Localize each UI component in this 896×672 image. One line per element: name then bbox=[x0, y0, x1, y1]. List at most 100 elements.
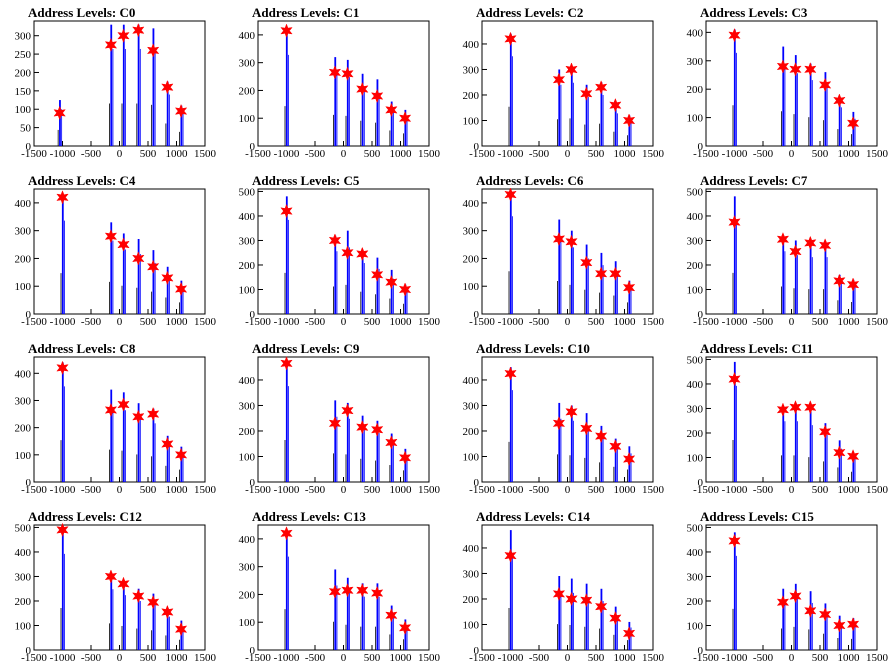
x-tick-label: 1500 bbox=[866, 652, 889, 664]
peak-bar bbox=[376, 257, 379, 314]
peak-bar bbox=[585, 84, 588, 146]
peak-bar bbox=[794, 583, 797, 650]
y-tick-label: 200 bbox=[463, 253, 480, 265]
peak-marker bbox=[174, 447, 188, 463]
histogram-plot: 0 100 200 300 400 500 -1500 -1000 -500 0 500 1000 15… bbox=[239, 186, 441, 328]
peak-marker bbox=[728, 214, 741, 230]
histogram-panel: Address Levels: C15 0 100 200 300 400 500 -1500… bbox=[672, 504, 896, 672]
peak-marker bbox=[370, 88, 384, 104]
y-tick-label: 100 bbox=[687, 284, 704, 296]
x-tick-label: -1500 bbox=[469, 484, 495, 496]
x-tick-label: -1500 bbox=[21, 148, 47, 160]
peak-marker bbox=[818, 77, 832, 93]
peak-marker bbox=[565, 62, 578, 77]
peak-marker bbox=[846, 277, 860, 292]
panel-title: Address Levels: C5 bbox=[252, 173, 360, 188]
x-tick-label: -1000 bbox=[498, 148, 524, 160]
peak-bar bbox=[110, 24, 113, 147]
histogram-plot: 0 100 200 300 400 500 -1500 -1000 -500 0 500 1000 15… bbox=[687, 354, 889, 496]
peak-bar bbox=[824, 72, 827, 146]
peak-marker bbox=[789, 588, 802, 604]
peak-marker bbox=[341, 583, 354, 598]
x-tick-label: 1000 bbox=[838, 484, 861, 496]
y-tick-label: 200 bbox=[239, 426, 256, 438]
peak-marker bbox=[356, 583, 369, 598]
peak-bar bbox=[404, 284, 407, 314]
y-tick-label: 200 bbox=[463, 426, 480, 438]
peak-marker bbox=[280, 356, 293, 371]
panel-title: Address Levels: C1 bbox=[252, 5, 360, 20]
peak-bar bbox=[180, 446, 183, 482]
peak-marker bbox=[356, 246, 369, 262]
x-tick-label: -500 bbox=[529, 148, 550, 160]
peak-bar bbox=[61, 529, 64, 650]
x-tick-label: 0 bbox=[789, 316, 795, 328]
y-tick-label: 0 bbox=[250, 141, 256, 153]
peak-marker bbox=[161, 604, 174, 620]
peak-marker bbox=[552, 586, 566, 602]
histogram-panel: Address Levels: C0 0 50 100 150 200 250 300 -150… bbox=[0, 0, 224, 168]
peak-bar bbox=[334, 235, 337, 314]
x-tick-label: -500 bbox=[305, 484, 326, 496]
peak-bar bbox=[824, 242, 827, 314]
y-tick-label: 200 bbox=[15, 253, 32, 265]
peak-bar bbox=[285, 533, 288, 650]
peak-bar bbox=[614, 438, 617, 482]
y-tick-label: 200 bbox=[687, 428, 704, 440]
peak-marker bbox=[594, 80, 608, 95]
histogram-panel: Address Levels: C5 0 100 200 300 400 500 -1500-… bbox=[224, 168, 448, 336]
peak-marker bbox=[552, 416, 566, 431]
peak-marker bbox=[789, 244, 802, 259]
x-tick-label: 1500 bbox=[418, 484, 441, 496]
peak-bar bbox=[122, 24, 125, 147]
histogram-plot: 0 100 200 300 400 -1500 -1000 -500 0 500 1000 1500 bbox=[239, 20, 441, 160]
peak-marker bbox=[594, 428, 608, 444]
x-tick-label: 1000 bbox=[838, 652, 861, 664]
histogram-panel: Address Levels: C10 0 100 200 300 400 -1500 -10… bbox=[448, 336, 672, 504]
peak-bar bbox=[166, 608, 169, 650]
peak-bar bbox=[390, 101, 393, 146]
peak-bar bbox=[404, 619, 407, 650]
y-tick-label: 100 bbox=[239, 451, 256, 463]
peak-marker bbox=[53, 105, 66, 121]
y-tick-label: 400 bbox=[15, 198, 32, 210]
x-tick-label: 1500 bbox=[194, 484, 217, 496]
y-tick-label: 300 bbox=[15, 226, 32, 238]
x-tick-label: -1500 bbox=[21, 316, 47, 328]
peak-bar bbox=[585, 413, 588, 482]
peak-marker bbox=[132, 588, 145, 604]
peak-bar bbox=[782, 235, 785, 314]
peak-bar bbox=[509, 33, 512, 147]
x-tick-label: 1500 bbox=[642, 316, 665, 328]
peak-bar bbox=[137, 239, 140, 314]
y-tick-label: 200 bbox=[463, 90, 480, 102]
y-tick-label: 300 bbox=[15, 395, 32, 407]
x-tick-label: 0 bbox=[565, 148, 571, 160]
y-tick-label: 400 bbox=[687, 211, 704, 223]
peak-bar bbox=[838, 274, 841, 314]
peak-bar bbox=[180, 105, 183, 146]
peak-bar bbox=[733, 29, 736, 146]
histogram-plot: 0 100 200 300 400 -1500 -1000 -500 0 500 1000 1500 bbox=[463, 524, 665, 664]
peak-bar bbox=[334, 400, 337, 482]
x-tick-label: 500 bbox=[588, 484, 605, 496]
x-tick-label: -1000 bbox=[722, 484, 748, 496]
y-tick-label: 0 bbox=[250, 309, 256, 321]
y-tick-label: 0 bbox=[250, 645, 256, 657]
y-tick-label: 300 bbox=[687, 235, 704, 247]
histogram-plot: 0 100 200 300 400 500 -1500 -1000 -500 0 500 1000 15… bbox=[687, 186, 889, 328]
peak-bar bbox=[334, 569, 337, 650]
peak-bar bbox=[137, 403, 140, 482]
x-tick-label: -1000 bbox=[498, 316, 524, 328]
peak-marker bbox=[504, 187, 517, 202]
peak-marker bbox=[398, 282, 412, 297]
peak-marker bbox=[356, 81, 369, 97]
histogram-panel: Address Levels: C14 0 100 200 300 400 -1500 -10… bbox=[448, 504, 672, 672]
x-tick-label: -1500 bbox=[469, 148, 495, 160]
y-tick-label: 500 bbox=[687, 354, 704, 366]
y-tick-label: 400 bbox=[463, 39, 480, 51]
histogram-plot: 0 100 200 300 400 -1500 -1000 -500 0 500 1000 1500 bbox=[239, 524, 441, 664]
peak-marker bbox=[117, 576, 130, 592]
x-tick-label: 500 bbox=[812, 316, 829, 328]
peak-marker bbox=[398, 620, 412, 635]
